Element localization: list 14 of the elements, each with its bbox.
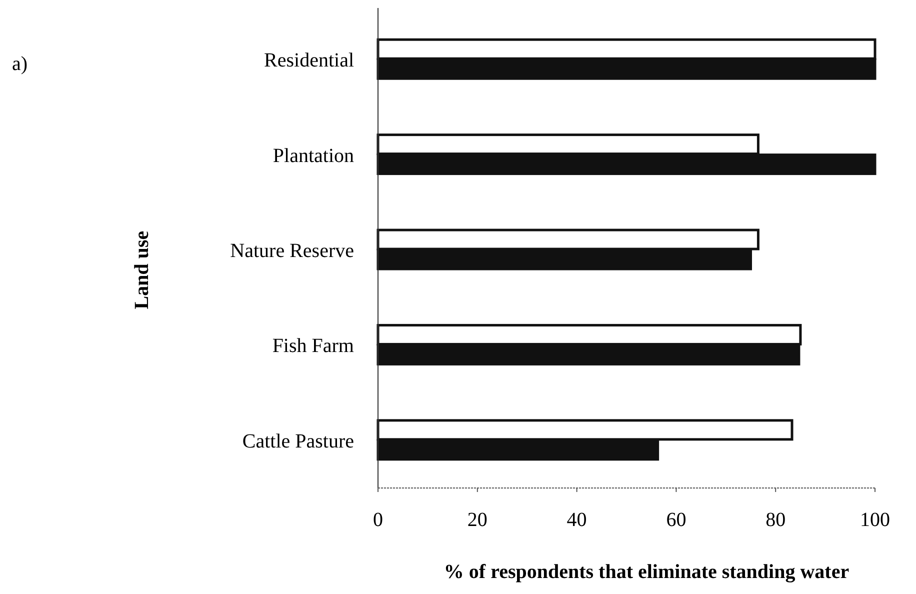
y-tick-label: Plantation <box>272 144 354 167</box>
y-tick-label: Nature Reserve <box>230 240 354 262</box>
x-tick-label: 80 <box>766 509 786 531</box>
x-axis-title: % of respondents that eliminate standing water <box>444 561 850 583</box>
x-tick-label: 40 <box>566 509 587 531</box>
y-tick-label: Fish Farm <box>272 335 354 358</box>
x-tick-label: 0 <box>373 509 383 531</box>
x-tick-label: 60 <box>666 509 686 531</box>
x-tick-label: 20 <box>467 509 488 531</box>
y-axis-title: Land use <box>131 230 153 310</box>
text: a) <box>12 53 28 75</box>
y-tick-label: Residential <box>264 50 354 72</box>
x-tick-label: 100 <box>860 509 890 531</box>
y-tick-label: Cattle Pasture <box>242 430 354 452</box>
